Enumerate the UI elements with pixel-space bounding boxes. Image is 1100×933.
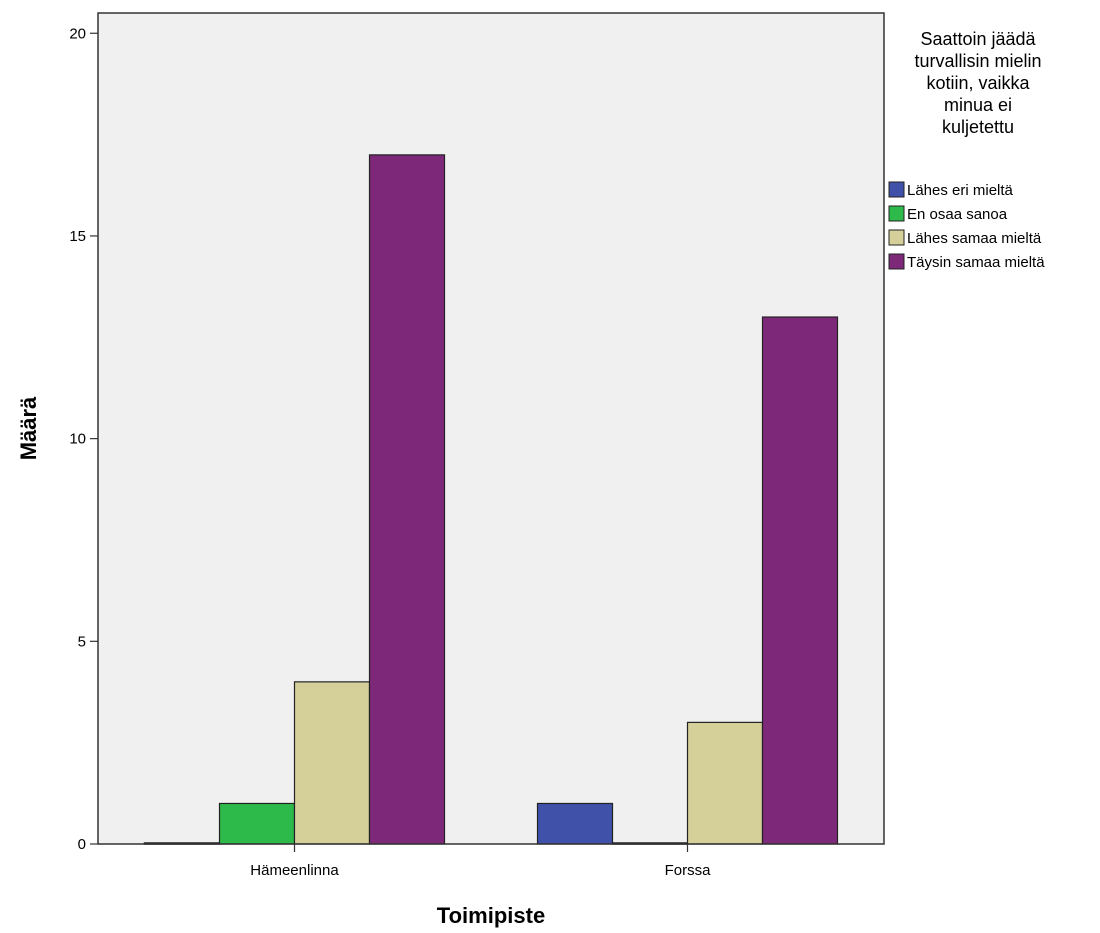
legend-swatch [888,229,905,246]
bar-1-4 [368,154,446,845]
bar-2-3 [686,721,764,845]
legend-label: Lähes eri mieltä [907,182,1014,199]
x-tick-label: Hämeenlinna [250,862,339,879]
legend-title-line: Saattoin jäädä [920,29,1036,49]
y-tick-label: 15 [69,228,86,245]
legend-title-line: kuljetettu [942,117,1014,137]
legend-swatch [888,205,905,222]
y-axis-title: Määrä [16,396,41,460]
bar-2-1 [536,802,614,845]
y-axis: 0 5 10 15 20 [69,25,98,853]
x-axis-title: Toimipiste [437,903,545,928]
legend-label: Lähes samaa mieltä [907,230,1042,247]
x-axis: Hämeenlinna Forssa [250,844,711,879]
legend-swatch [888,253,905,270]
bar-2-4 [761,316,839,845]
legend-title-line: kotiin, vaikka [926,73,1030,93]
plot-border [97,12,885,845]
legend-label: En osaa sanoa [907,206,1008,223]
legend-title-line: turvallisin mielin [914,51,1041,71]
legend-label: Täysin samaa mieltä [907,254,1045,271]
y-tick-label: 10 [69,431,86,448]
legend-swatch [888,181,905,198]
x-tick-label: Forssa [665,862,712,879]
bar-group [143,154,839,845]
legend-title-line: minua ei [944,95,1012,115]
y-tick-label: 5 [78,633,86,650]
y-tick-label: 20 [69,25,86,42]
plot-area [98,13,884,844]
y-tick-label: 0 [78,836,86,853]
bar-1-3 [293,681,371,845]
bar-1-2 [218,802,296,845]
